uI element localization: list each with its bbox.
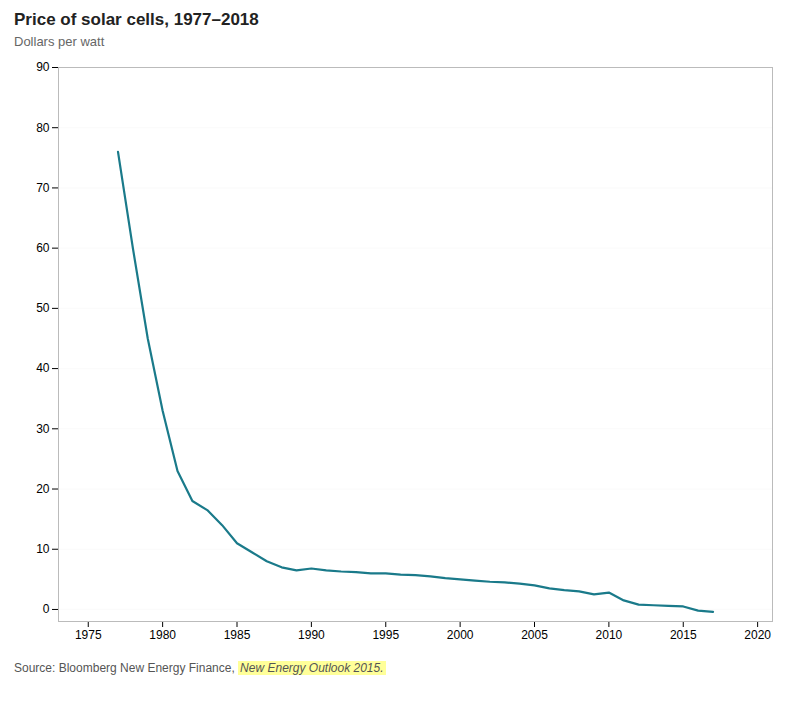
- svg-text:70: 70: [36, 181, 50, 195]
- svg-text:1980: 1980: [149, 628, 176, 642]
- html-text:Dollars per watt: Dollars per watt: [14, 34, 105, 49]
- svg-text:30: 30: [36, 422, 50, 436]
- svg-text:2000: 2000: [447, 628, 474, 642]
- svg-text:90: 90: [36, 60, 50, 74]
- svg-text:60: 60: [36, 241, 50, 255]
- svg-text:2010: 2010: [596, 628, 623, 642]
- svg-text:20: 20: [36, 482, 50, 496]
- svg-text:10: 10: [36, 542, 50, 556]
- svg-text:1995: 1995: [372, 628, 399, 642]
- svg-text:2015: 2015: [670, 628, 697, 642]
- svg-text:1975: 1975: [75, 628, 102, 642]
- svg-text:1985: 1985: [224, 628, 251, 642]
- svg-text:2020: 2020: [744, 628, 771, 642]
- svg-text:1990: 1990: [298, 628, 325, 642]
- html-text:Price of solar cells, 1977–201: Price of solar cells, 1977–2018: [14, 10, 259, 29]
- svg-text:50: 50: [36, 301, 50, 315]
- svg-text:0: 0: [43, 602, 50, 616]
- svg-text:80: 80: [36, 121, 50, 135]
- html-text:Source: Bloomberg New Energy F: Source: Bloomberg New Energy Finance, Ne…: [14, 661, 384, 675]
- svg-text:2005: 2005: [521, 628, 548, 642]
- svg-text:40: 40: [36, 361, 50, 375]
